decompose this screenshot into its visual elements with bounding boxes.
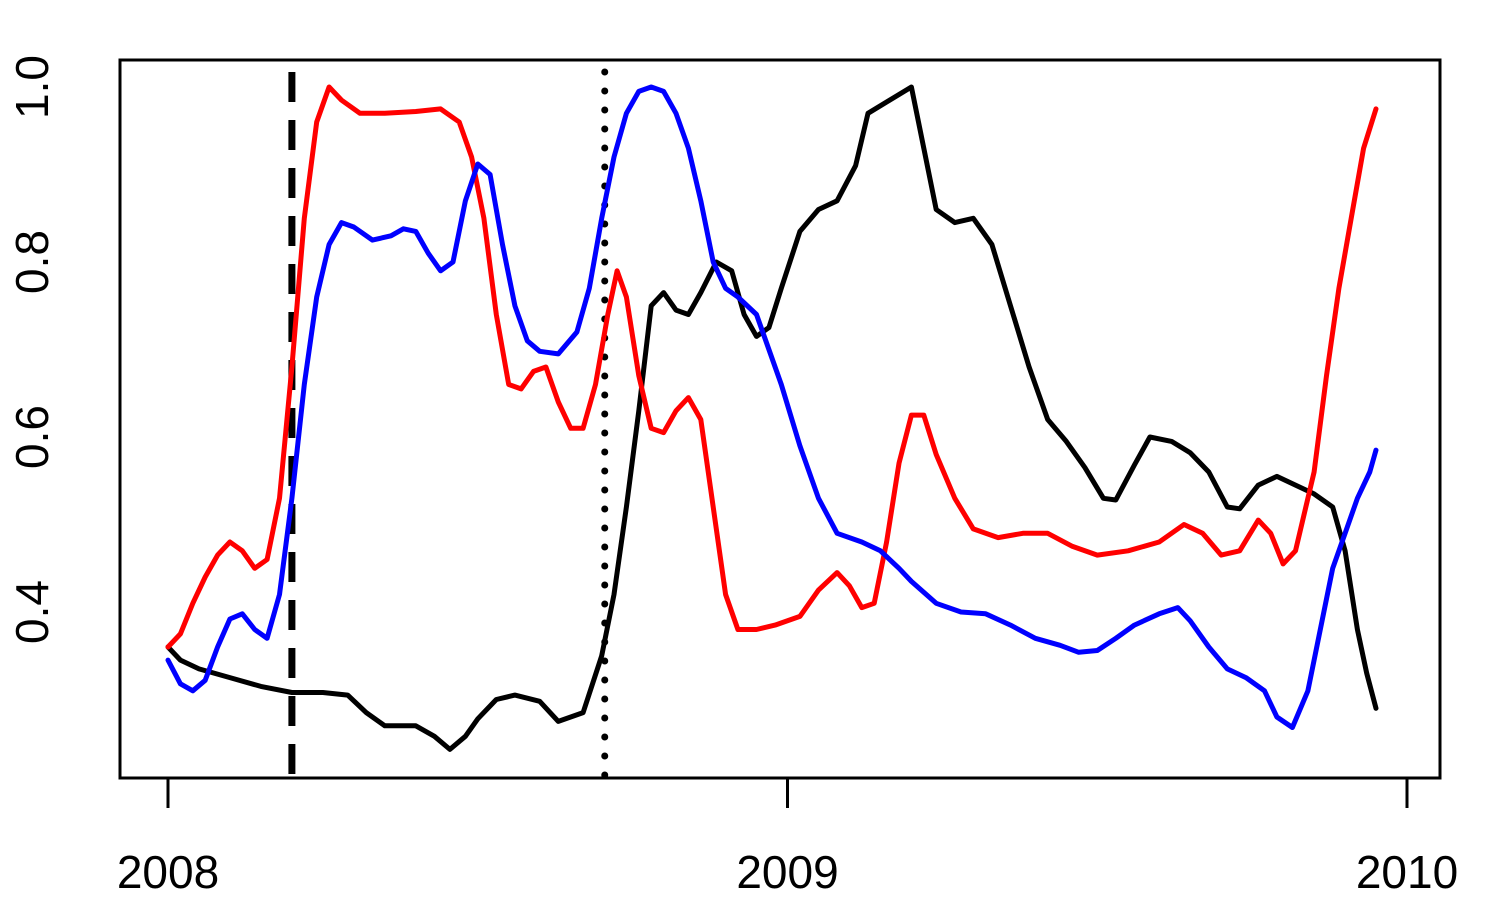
x-tick-label: 2010	[1356, 846, 1458, 898]
plot-frame	[118, 58, 1442, 780]
y-tick-label: 1.0	[6, 55, 58, 119]
y-tick-label: 0.4	[6, 580, 58, 644]
x-tick-label: 2009	[736, 846, 838, 898]
series-line-2	[165, 84, 1379, 650]
x-axis: 2008 2009 2010	[117, 776, 1458, 898]
y-axis: 0.4 0.6 0.8 1.0	[6, 55, 122, 644]
reference-lines	[288, 68, 609, 782]
y-tick-label: 0.6	[6, 405, 58, 469]
series-line-1	[165, 84, 1379, 752]
x-tick-label: 2008	[117, 846, 219, 898]
y-tick-label: 0.8	[6, 230, 58, 294]
series-line-3	[165, 84, 1379, 730]
series-lines	[165, 84, 1379, 752]
